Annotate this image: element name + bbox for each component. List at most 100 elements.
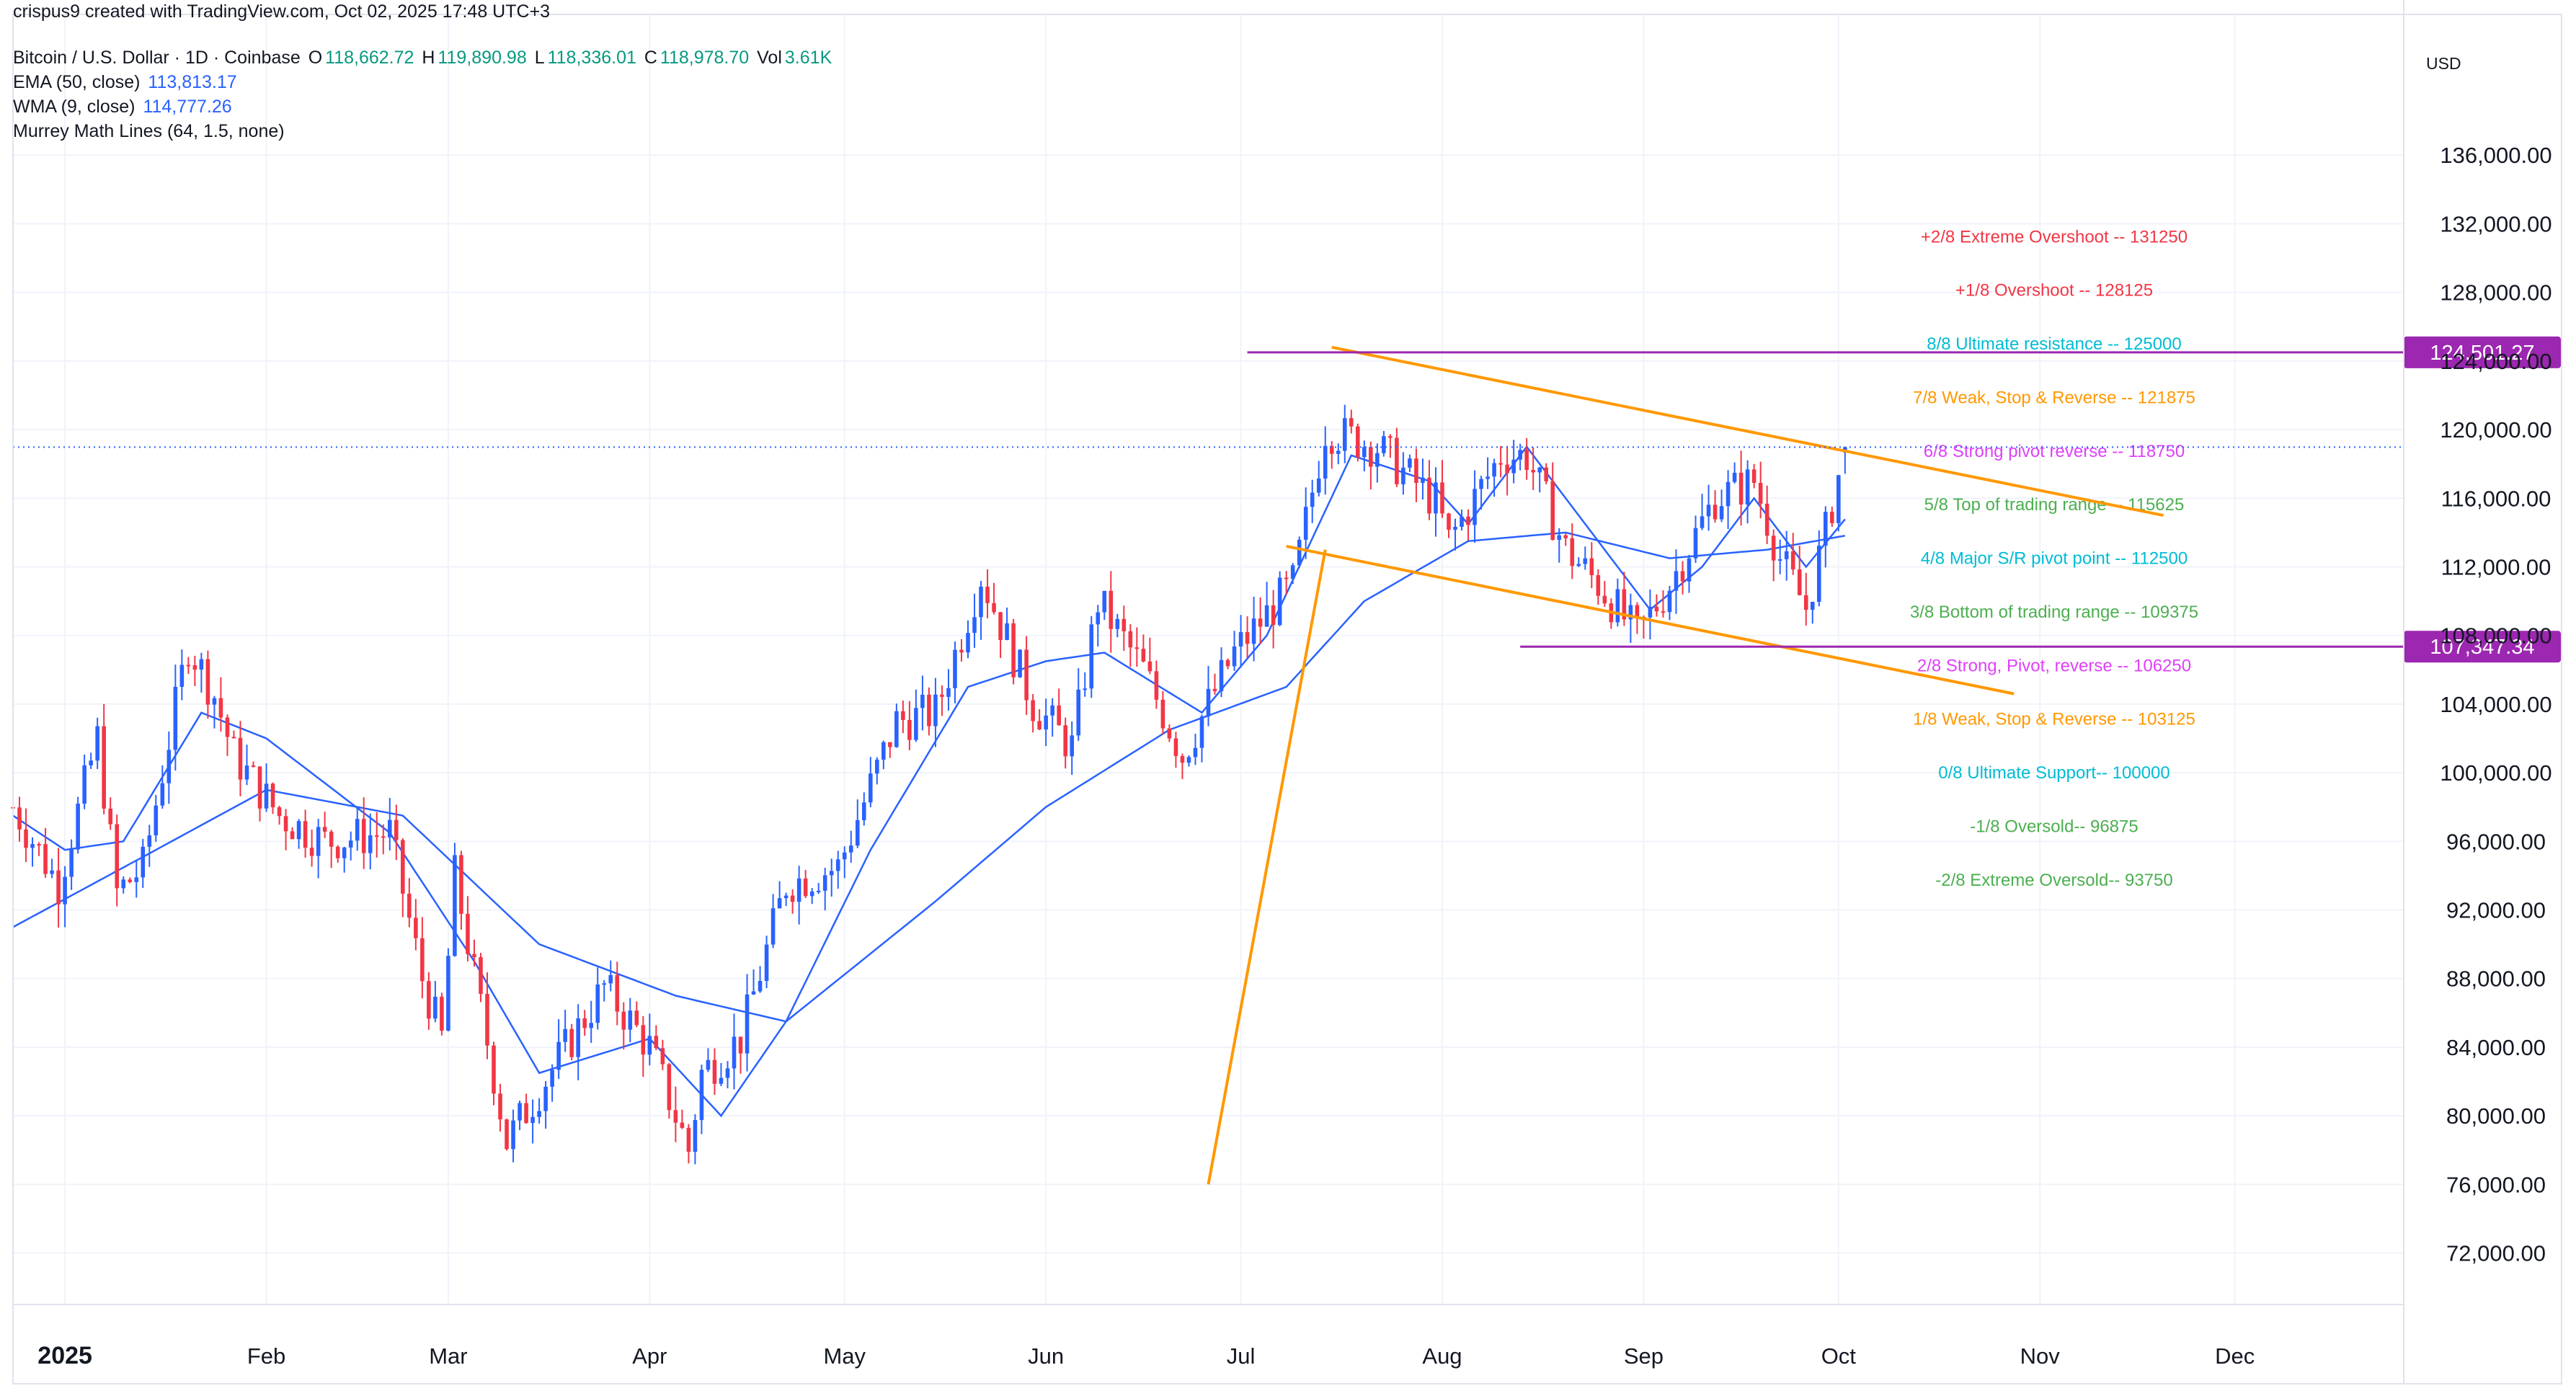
murrey-level-label: 0/8 Ultimate Support-- 100000 — [1938, 763, 2170, 783]
y-tick-label: 132,000.00 — [2440, 211, 2551, 236]
candle-body — [998, 612, 1003, 640]
candle-body — [1375, 453, 1380, 467]
candle-body — [1173, 738, 1178, 757]
candle-body — [433, 996, 438, 1019]
candle-body — [693, 1120, 698, 1152]
candle-body — [595, 984, 600, 1023]
candle-body — [927, 694, 931, 726]
candle-body — [1310, 492, 1315, 507]
price-level-badge[interactable] — [2404, 336, 2561, 368]
candle-body — [1128, 631, 1133, 648]
candle-body — [1147, 661, 1152, 672]
candle-body — [387, 819, 392, 837]
candle-body — [1440, 482, 1444, 514]
candle-body — [719, 1077, 724, 1084]
candle-body — [1134, 647, 1140, 649]
candle-body — [50, 870, 54, 874]
candle-body — [1434, 482, 1438, 514]
currency-button[interactable]: USD — [2416, 48, 2495, 79]
candle-body — [946, 688, 951, 697]
candle-body — [848, 845, 853, 853]
legend-symbol[interactable]: Bitcoin / U.S. Dollar · 1D · Coinbase — [13, 48, 301, 68]
murrey-level-label: 6/8 Strong pivot reverse -- 118750 — [1924, 442, 2185, 461]
candle-body — [615, 974, 620, 1012]
candle-body — [1290, 565, 1295, 579]
x-tick-label: Aug — [1422, 1343, 1462, 1369]
candle-body — [1667, 590, 1672, 613]
y-tick-label: 84,000.00 — [2446, 1035, 2546, 1060]
candle-body — [1505, 464, 1509, 474]
candle-body — [492, 1045, 496, 1094]
candle-body — [251, 765, 256, 768]
candle-body — [732, 1036, 737, 1069]
candle-body — [1238, 632, 1243, 647]
candle-body — [770, 908, 776, 945]
candle-body — [1141, 649, 1146, 662]
murrey-level-label: 2/8 Strong, Pivot, reverse -- 106250 — [1917, 656, 2191, 675]
candle-body — [115, 824, 120, 889]
candle-body — [1654, 607, 1659, 612]
x-tick-label: Feb — [247, 1343, 285, 1369]
trendline[interactable] — [1207, 549, 1327, 1185]
candle-body — [69, 849, 74, 877]
murrey-lines: +2/8 Extreme Overshoot -- 131250 +1/8 Ove… — [1910, 227, 2198, 890]
candle-body — [861, 802, 866, 821]
candle-body — [238, 737, 243, 780]
trendline[interactable] — [1286, 544, 2015, 696]
candle-body — [888, 742, 892, 747]
candle-body — [192, 665, 197, 670]
candle-body — [160, 783, 165, 806]
candle-body — [82, 765, 86, 804]
y-tick-label: 88,000.00 — [2446, 966, 2546, 992]
candle-body — [1816, 546, 1821, 603]
horizontal-lines[interactable]: 124,501.27 107,347.34 — [13, 336, 2561, 663]
candle-body — [1576, 564, 1581, 566]
legend-wma[interactable]: WMA (9, close) 114,777.26 — [13, 97, 235, 117]
murrey-level-label: +2/8 Extreme Overshoot -- 131250 — [1921, 227, 2188, 246]
candle-body — [1498, 463, 1503, 465]
candle-body — [212, 698, 217, 705]
candle-body — [394, 819, 399, 840]
candle-body — [1070, 735, 1075, 757]
candle-body — [524, 1103, 528, 1124]
candle-body — [1212, 688, 1217, 691]
candle-body — [1160, 699, 1165, 729]
candle-body — [608, 974, 613, 984]
candle-body — [809, 891, 814, 897]
candle-body — [1524, 450, 1529, 471]
legend-wma-value: 114,777.26 — [143, 97, 232, 117]
candle-body — [1421, 477, 1425, 484]
candle-body — [1037, 721, 1041, 730]
candle-body — [1473, 489, 1477, 525]
price-level-badge[interactable] — [2404, 631, 2561, 663]
candle-body — [1453, 526, 1457, 530]
trendline[interactable] — [1331, 345, 2164, 517]
candle-body — [641, 1025, 646, 1055]
candle-body — [348, 840, 353, 848]
candle-body — [1537, 467, 1542, 473]
candle-body — [1719, 506, 1724, 520]
y-tick-label: 136,000.00 — [2440, 143, 2551, 168]
candle-body — [1460, 516, 1464, 527]
candle-body — [56, 870, 61, 905]
legend-murrey[interactable]: Murrey Math Lines (64, 1.5, none) — [13, 121, 285, 141]
legend-c-value: 118,978.70 — [659, 48, 750, 68]
candle-body — [518, 1103, 522, 1121]
candle-body — [1771, 535, 1776, 561]
legend-ema[interactable]: EMA (50, close) 113,813.17 — [13, 72, 240, 93]
candle-body — [1395, 437, 1399, 484]
candle-body — [1738, 472, 1744, 505]
candle-body — [1225, 659, 1230, 667]
candle-body — [1693, 528, 1698, 559]
trendlines[interactable] — [1207, 345, 2164, 1185]
candle-body — [1382, 436, 1386, 453]
candle-body — [543, 1086, 548, 1111]
y-tick-label: 96,000.00 — [2446, 829, 2546, 854]
candle-body — [1018, 649, 1022, 677]
candle-body — [1284, 577, 1289, 579]
candle-body — [777, 898, 782, 909]
candle-body — [868, 773, 873, 803]
